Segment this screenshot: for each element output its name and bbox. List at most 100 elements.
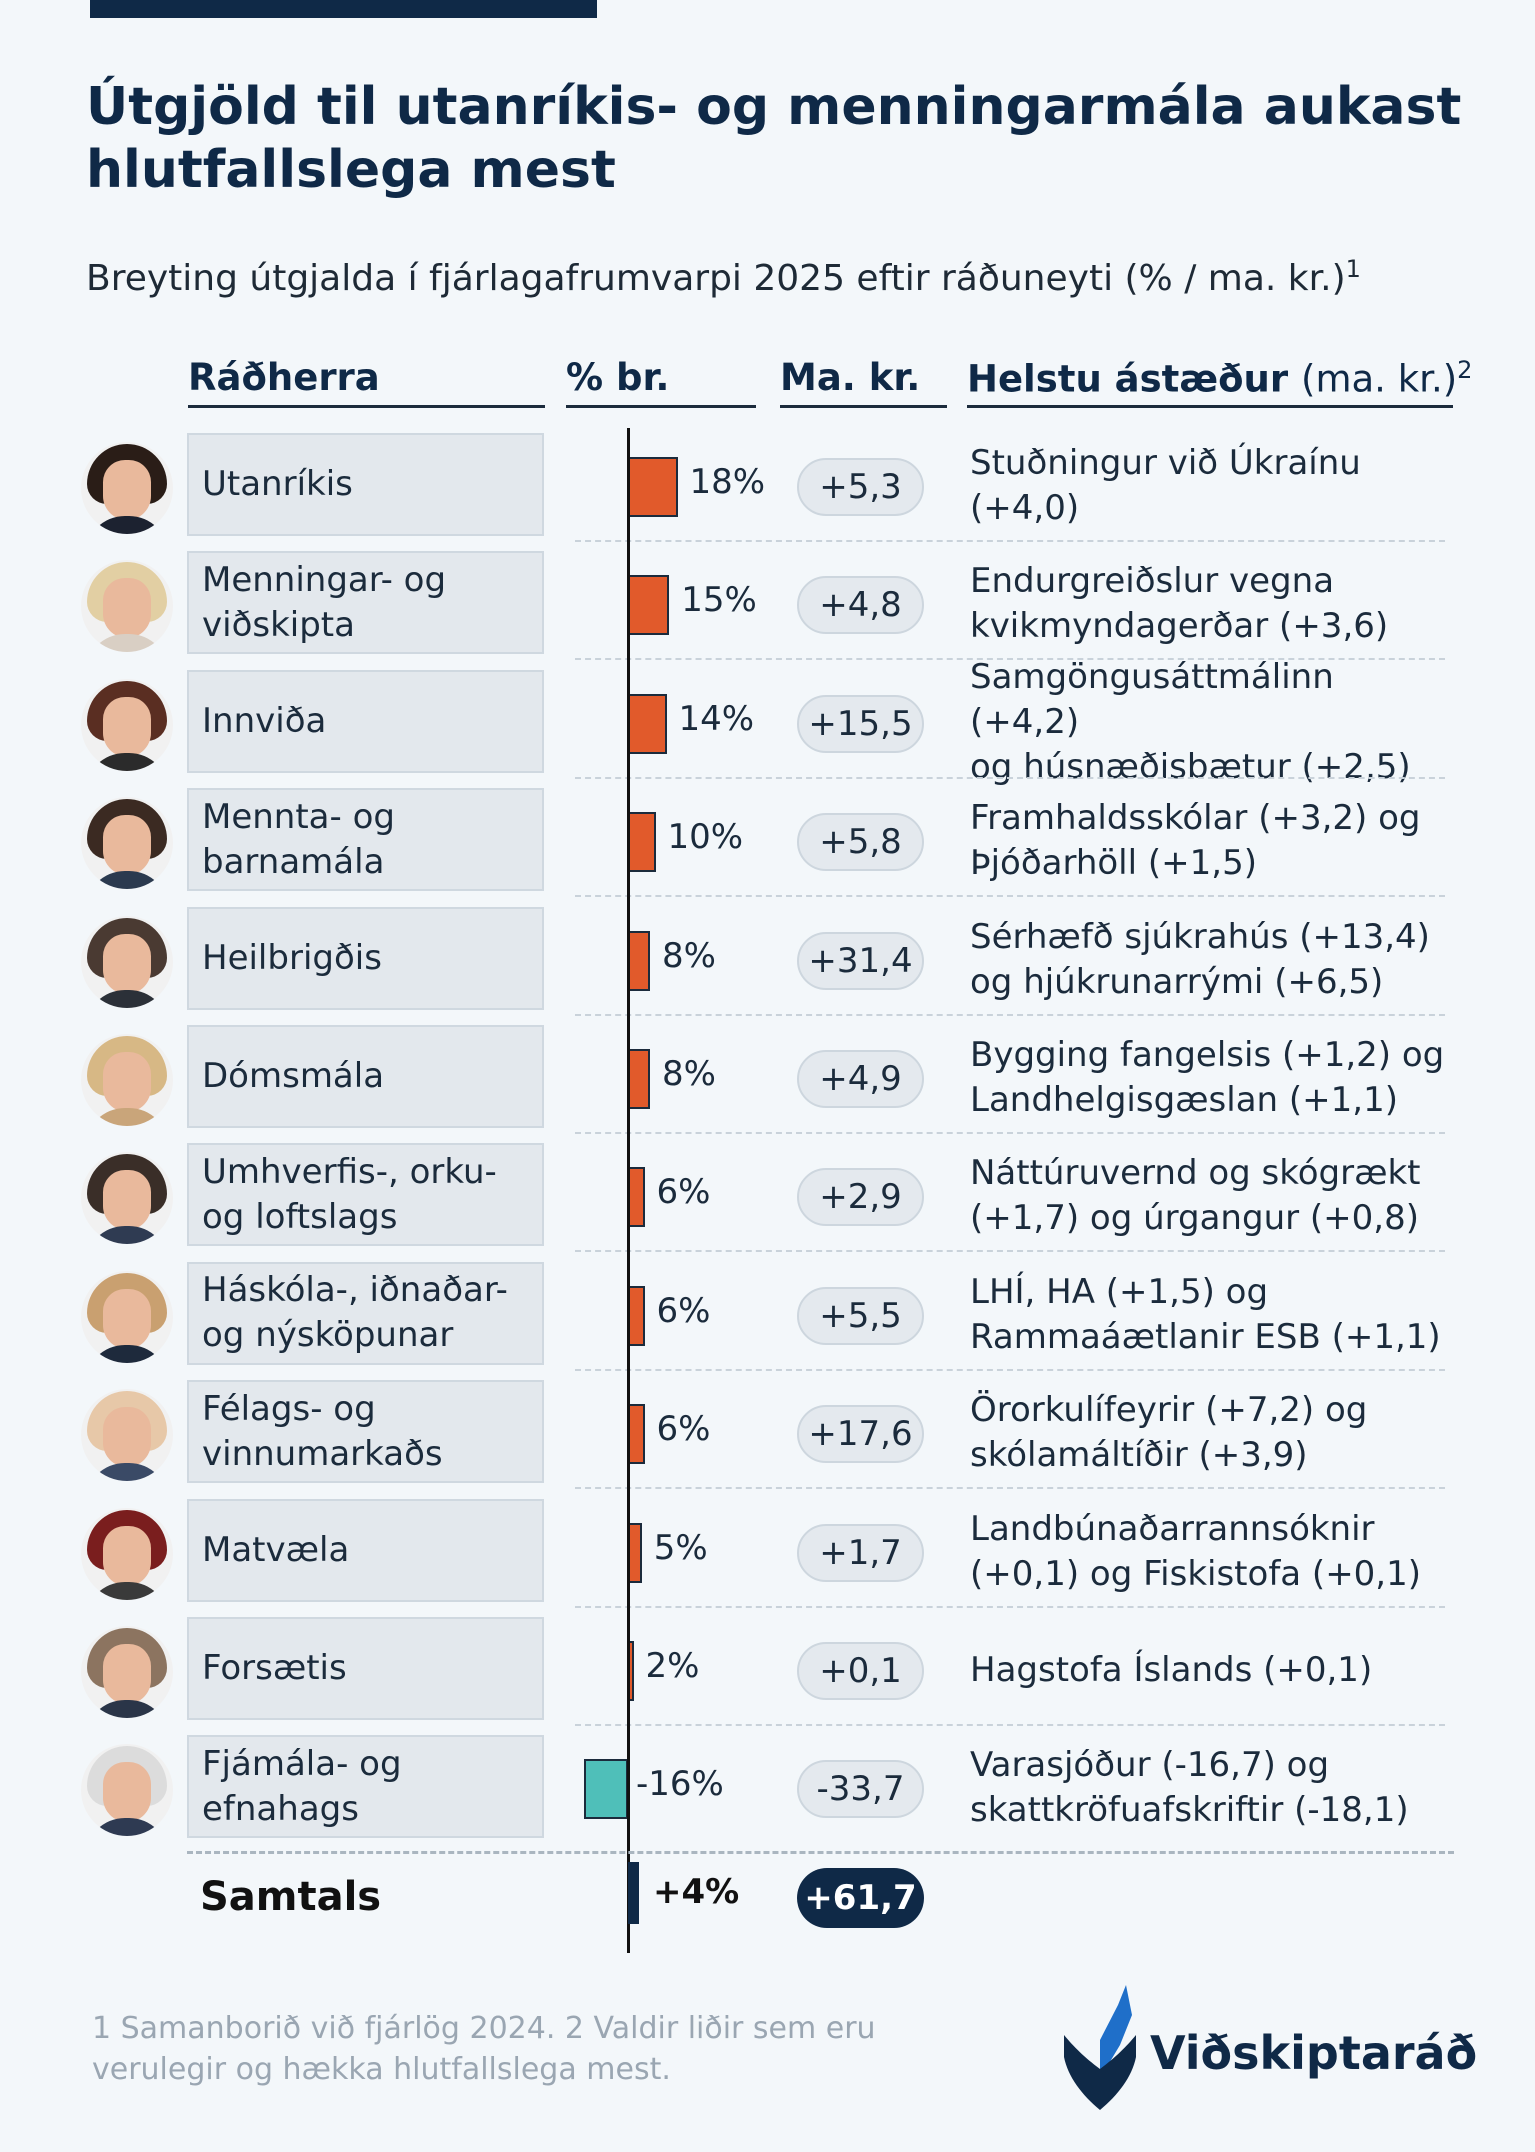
chart-row: Mennta- og barnamála 10% +5,8 Framhaldsskól… [0, 783, 1535, 901]
total-pct-label: +4% [653, 1872, 740, 1912]
main-reasons-text: Endurgreiðslur vegna kvikmyndagerðar (+3… [970, 561, 1389, 647]
main-reasons-text: Örorkulífeyrir (+7,2) og skólamáltíðir (… [970, 1390, 1368, 1476]
chart-row: Umhverfis-, orku- og loftslags 6% +2,9 Nátt… [0, 1138, 1535, 1256]
ministry-label: Menningar- og viðskipta [187, 551, 544, 655]
row-divider [575, 1132, 1445, 1134]
header-rule-reasons [967, 405, 1453, 408]
chart-row: Matvæla 5% +1,7 Landbúnaðarrannsóknir (+0,1… [0, 1494, 1535, 1612]
pct-change-label: 6% [656, 1409, 711, 1450]
chart-row: Fjámála- og efnahags -16% -33,7 Varasjóður … [0, 1730, 1535, 1848]
billions-pill: +4,9 [797, 1050, 924, 1108]
chart-row: Dómsmála 8% +4,9 Bygging fangelsis (+1,2) o… [0, 1020, 1535, 1138]
pct-change-bar [628, 1404, 645, 1465]
vidskiptarad-logo-icon [1064, 1985, 1136, 2110]
minister-avatar [81, 1507, 173, 1600]
ministry-label: Dómsmála [187, 1025, 544, 1128]
chart-row: Heilbrigðis 8% +31,4 Sérhæfð sjúkrahús (+13… [0, 902, 1535, 1020]
header-reasons-footnote-ref: 2 [1457, 356, 1473, 384]
chart-row: Menningar- og viðskipta 15% +4,8 Endurgreið… [0, 546, 1535, 664]
row-divider [575, 895, 1445, 898]
ministry-label: Matvæla [187, 1498, 544, 1602]
minister-avatar [81, 678, 173, 771]
billions-pill: +4,8 [797, 576, 924, 635]
subtitle-text: Breyting útgjalda í fjárlagafrumvarpi 20… [86, 258, 1346, 299]
chart-row: Háskóla-, iðnaðar- og nýsköpunar 6% +5,5 LH… [0, 1257, 1535, 1375]
pct-change-bar [628, 1285, 645, 1346]
row-divider [575, 1250, 1445, 1253]
row-divider [575, 776, 1445, 779]
pct-change-label: 6% [656, 1290, 711, 1331]
ministry-label: Heilbrigðis [187, 906, 544, 1010]
header-minister: Ráðherra [188, 356, 380, 399]
minister-avatar [81, 915, 173, 1008]
billions-pill: +17,6 [797, 1405, 924, 1464]
ministry-label: Utanríkis [187, 433, 544, 536]
pct-change-label: 8% [662, 935, 716, 976]
billions-pill: -33,7 [797, 1760, 924, 1819]
billions-pill: +5,8 [797, 813, 924, 872]
row-divider [575, 1368, 1445, 1371]
chart-row: Innviða 14% +15,5 Samgöngusáttmálinn (+4,2)… [0, 657, 1535, 787]
main-reasons-text: Sérhæfð sjúkrahús (+13,4) og hjúkrunarrý… [970, 916, 1430, 1002]
minister-avatar [81, 1270, 173, 1363]
row-divider [575, 658, 1445, 661]
pct-change-label: 10% [667, 817, 744, 858]
main-reasons-text: LHÍ, HA (+1,5) og Rammaáætlanir ESB (+1,… [970, 1271, 1441, 1357]
total-billions-pill: +61,7 [797, 1868, 924, 1928]
billions-pill: +31,4 [797, 931, 924, 990]
main-reasons-text: Hagstofa Íslands (+0,1) [970, 1649, 1373, 1690]
row-divider [575, 1487, 1445, 1490]
total-label: Samtals [200, 1874, 382, 1920]
minister-avatar [81, 560, 173, 653]
pct-change-label: 2% [645, 1646, 700, 1686]
zero-axis-line [627, 428, 630, 1953]
chart-row: Félags- og vinnumarkaðs 6% +17,6 Örorkulífe… [0, 1375, 1535, 1493]
header-rule-minister [188, 405, 545, 408]
subtitle-footnote-ref: 1 [1345, 255, 1361, 283]
pct-change-label: -16% [636, 1764, 724, 1805]
main-reasons-text: Landbúnaðarrannsóknir (+0,1) og Fiskisto… [970, 1508, 1422, 1594]
header-reasons-unit: (ma. kr.) [1301, 357, 1458, 401]
minister-avatar [81, 1034, 173, 1126]
pct-change-bar [628, 457, 678, 517]
main-reasons-text: Náttúruvernd og skógrækt (+1,7) og úrgan… [970, 1153, 1421, 1239]
pct-change-label: 5% [653, 1527, 708, 1568]
ministry-label: Innviða [187, 669, 544, 773]
minister-avatar [81, 442, 173, 534]
header-reasons: Helstu ástæður (ma. kr.)2 [967, 356, 1472, 400]
header-rule-pct [566, 405, 756, 408]
pct-change-bar [628, 1522, 642, 1583]
pct-change-label: 18% [689, 462, 766, 502]
pct-change-bar [628, 1167, 645, 1228]
chart-row: Utanríkis 18% +5,3 Stuðningur við Úkraínu (… [0, 428, 1535, 546]
ministry-label: Umhverfis-, orku- og loftslags [187, 1143, 544, 1247]
main-reasons-text: Framhaldsskólar (+3,2) og Þjóðarhöll (+1… [970, 798, 1421, 884]
minister-avatar [81, 1626, 173, 1718]
row-divider [575, 540, 1445, 542]
billions-pill: +5,5 [797, 1286, 924, 1345]
chart-subtitle: Breyting útgjalda í fjárlagafrumvarpi 20… [86, 255, 1361, 299]
minister-avatar [81, 1152, 173, 1245]
pct-change-bar [628, 1049, 650, 1109]
pct-change-label: 14% [678, 698, 755, 739]
main-reasons-text: Stuðningur við Úkraínu (+4,0) [970, 443, 1361, 528]
total-bar [628, 1862, 639, 1924]
total-separator [187, 1851, 1454, 1854]
footnote: 1 Samanborið við fjárlög 2024. 2 Valdir … [92, 2011, 876, 2087]
billions-pill: +2,9 [797, 1168, 924, 1227]
pct-change-bar [628, 693, 667, 754]
pct-change-bar [628, 575, 670, 636]
minister-avatar [81, 797, 173, 890]
pct-change-label: 8% [662, 1054, 716, 1094]
pct-change-bar [584, 1759, 628, 1820]
row-divider [575, 1605, 1445, 1608]
ministry-label: Mennta- og barnamála [187, 788, 544, 892]
ministry-label: Háskóla-, iðnaðar- og nýsköpunar [187, 1261, 544, 1365]
header-rule-bn [780, 405, 947, 408]
main-reasons-text: Varasjóður (-16,7) og skattkröfuafskrift… [970, 1745, 1409, 1831]
minister-avatar [81, 1744, 173, 1837]
chart-title: Útgjöld til utanríkis- og menningarmála … [86, 77, 1462, 200]
pct-change-bar [628, 812, 656, 873]
pct-change-label: 6% [656, 1172, 711, 1213]
billions-pill: +5,3 [797, 458, 924, 516]
